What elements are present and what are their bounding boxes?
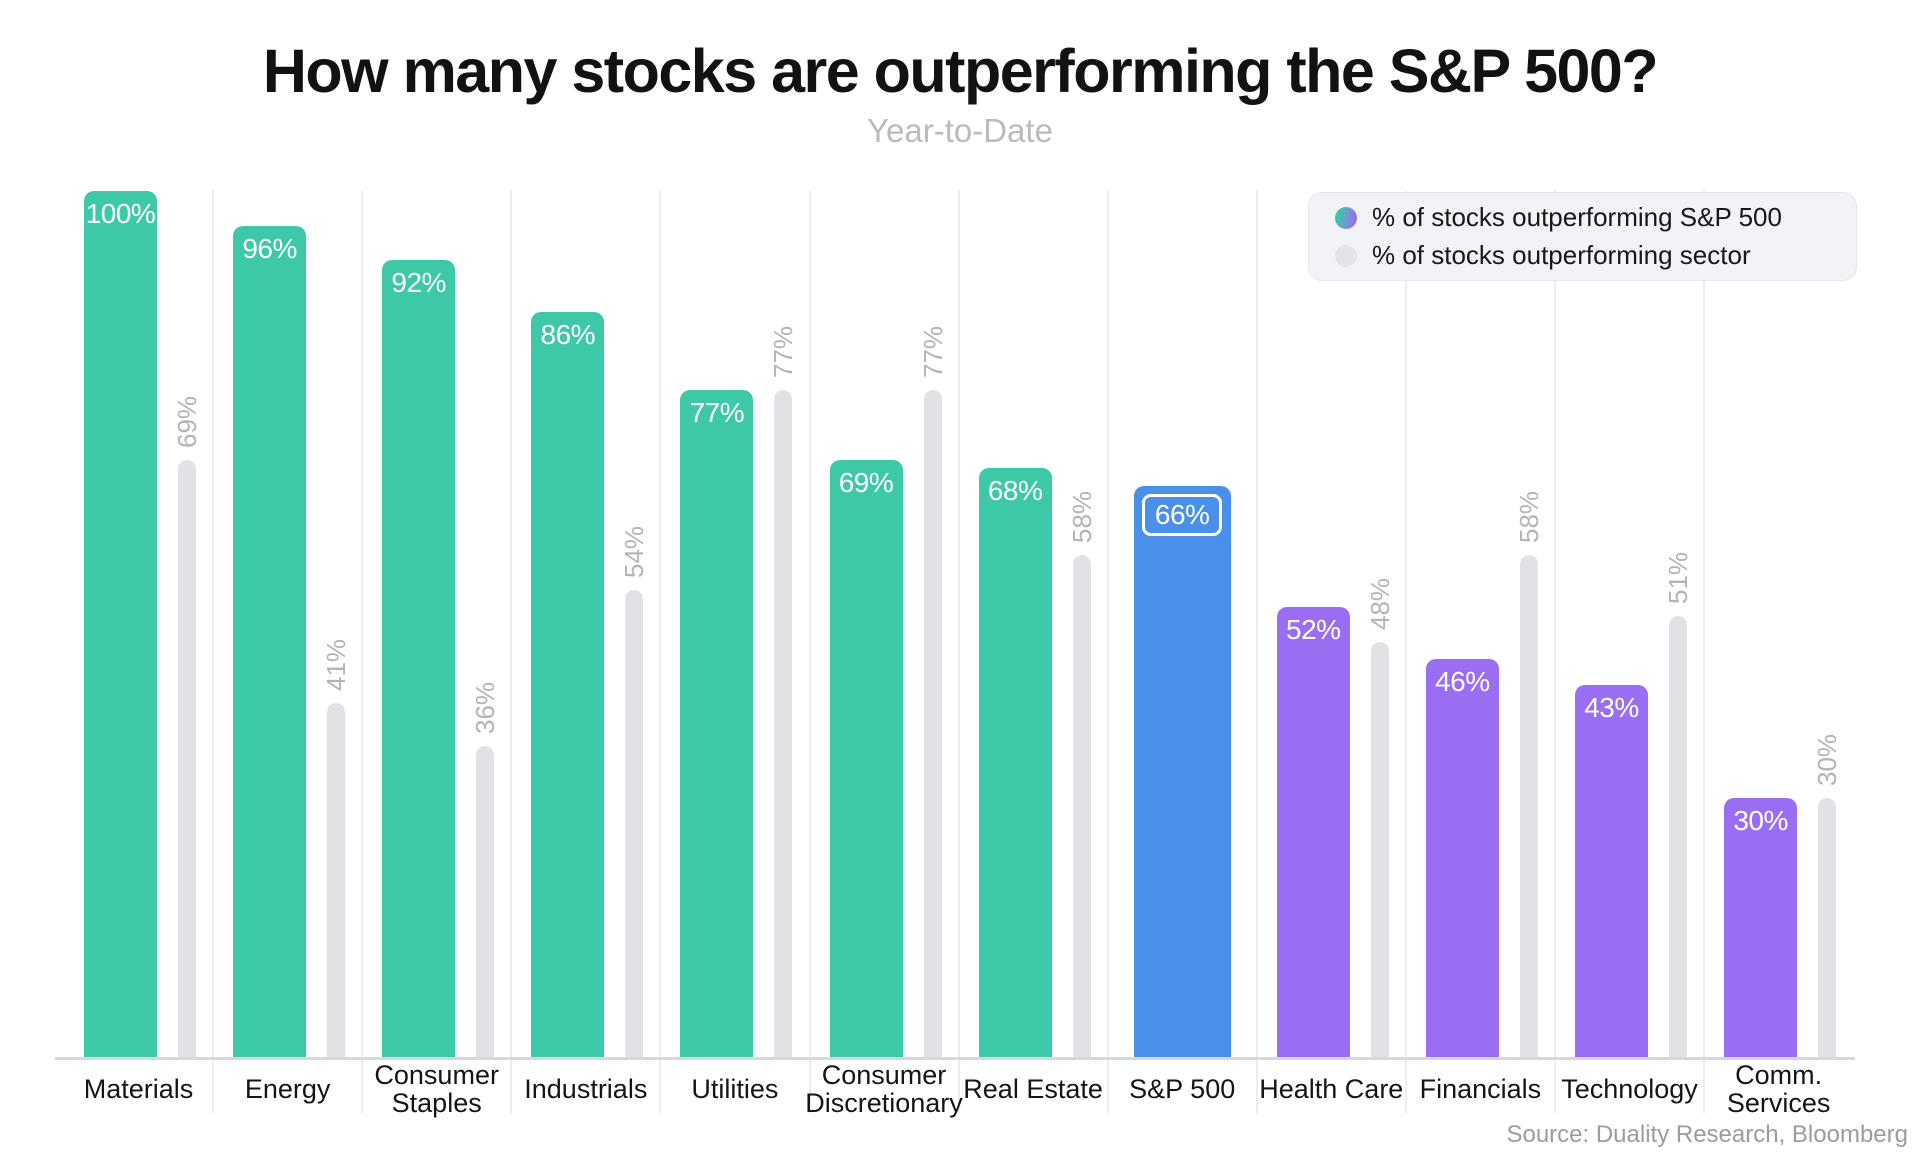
bar-energy-value-label: 96% bbox=[242, 233, 297, 264]
bar-comm-services-sector bbox=[1818, 798, 1837, 1058]
group-separator-line bbox=[1703, 190, 1706, 1113]
bar-comm-services-sector-label: 30% bbox=[1812, 733, 1843, 786]
bar-financials-sector-label: 58% bbox=[1513, 490, 1544, 543]
axis-label-financials: Financials bbox=[1419, 1073, 1542, 1104]
axis-label-materials: Materials bbox=[83, 1073, 194, 1104]
legend-label-outperform-sp500: % of stocks outperforming S&P 500 bbox=[1372, 202, 1782, 232]
bar-energy-sector-label: 41% bbox=[321, 638, 352, 691]
bar-consumer-discretionary-sector-label: 77% bbox=[917, 325, 948, 378]
bar-materials-main: 100% bbox=[84, 191, 157, 1058]
bar-financials-value-label: 46% bbox=[1435, 666, 1490, 697]
group-separator-line bbox=[808, 190, 811, 1113]
bar-consumer-staples-sector bbox=[476, 746, 495, 1058]
axis-label-s-p-500: S&P 500 bbox=[1129, 1073, 1236, 1104]
x-axis-baseline bbox=[55, 1057, 1855, 1060]
bar-industrials-sector bbox=[625, 590, 644, 1058]
group-separator-line bbox=[1404, 190, 1407, 1113]
bar-health-care-sector-label: 48% bbox=[1364, 577, 1395, 630]
bar-real-estate-sector-label: 58% bbox=[1066, 490, 1097, 543]
group-separator-line bbox=[1255, 190, 1258, 1113]
axis-label-industrials: Industrials bbox=[524, 1073, 648, 1104]
bar-utilities-main: 77% bbox=[680, 390, 754, 1058]
bar-health-care-value-label: 52% bbox=[1286, 614, 1341, 645]
bar-real-estate-main: 68% bbox=[978, 468, 1052, 1058]
bar-real-estate-sector bbox=[1072, 555, 1091, 1058]
bar-industrials-value-label: 86% bbox=[540, 319, 596, 350]
bar-consumer-discretionary-value-label: 69% bbox=[838, 467, 894, 498]
axis-label-consumer-staples: Consumer Staples bbox=[374, 1059, 499, 1118]
bar-technology-value-label: 43% bbox=[1584, 692, 1639, 723]
axis-label-comm-services: Comm. Services bbox=[1726, 1059, 1831, 1118]
bar-real-estate-value-label: 68% bbox=[987, 475, 1043, 506]
legend-row-outperform-sp500: % of stocks outperforming S&P 500 bbox=[1335, 202, 1856, 233]
bar-industrials-sector-label: 54% bbox=[619, 525, 650, 578]
axis-label-technology: Technology bbox=[1561, 1073, 1698, 1104]
group-separator-line bbox=[1554, 190, 1556, 1113]
bar-financials-main: 46% bbox=[1425, 659, 1499, 1058]
bar-technology-sector bbox=[1669, 616, 1687, 1058]
axis-label-health-care: Health Care bbox=[1259, 1073, 1404, 1104]
bar-energy-main: 96% bbox=[233, 226, 307, 1058]
group-separator-line bbox=[212, 190, 215, 1113]
bar-s-p-500-value-label: 66% bbox=[1141, 494, 1223, 536]
bar-utilities-sector bbox=[774, 390, 793, 1058]
source-note: Source: Duality Research, Bloomberg bbox=[1506, 1121, 1908, 1148]
page-title: How many stocks are outperforming the S&… bbox=[262, 37, 1659, 105]
group-separator-line bbox=[1106, 190, 1109, 1113]
legend-row-outperform-sector: % of stocks outperforming sector bbox=[1335, 240, 1856, 271]
bar-utilities-value-label: 77% bbox=[689, 397, 745, 428]
bar-energy-sector bbox=[327, 703, 346, 1058]
axis-label-real-estate: Real Estate bbox=[963, 1073, 1103, 1104]
legend-label-outperform-sector: % of stocks outperforming sector bbox=[1372, 240, 1751, 270]
legend-gradient-dot-icon bbox=[1335, 206, 1357, 229]
bar-materials-sector-label: 69% bbox=[172, 395, 202, 448]
group-separator-line bbox=[510, 190, 513, 1113]
bar-financials-sector bbox=[1519, 555, 1538, 1058]
axis-label-energy: Energy bbox=[244, 1073, 331, 1104]
group-separator-line bbox=[361, 190, 364, 1113]
legend-gray-dot-icon bbox=[1335, 244, 1357, 267]
bar-s-p-500-main: 66% bbox=[1133, 486, 1231, 1058]
axis-label-consumer-discretionary: Consumer Discretionary bbox=[805, 1059, 963, 1118]
axis-label-utilities: Utilities bbox=[691, 1073, 779, 1104]
group-separator-line bbox=[659, 190, 662, 1113]
bar-comm-services-main: 30% bbox=[1724, 798, 1798, 1058]
bar-health-care-main: 52% bbox=[1276, 607, 1350, 1058]
page-subtitle: Year-to-Date bbox=[867, 112, 1053, 149]
bar-consumer-discretionary-sector bbox=[923, 390, 942, 1058]
bar-comm-services-value-label: 30% bbox=[1733, 805, 1788, 836]
bar-consumer-staples-value-label: 92% bbox=[391, 267, 446, 298]
bar-technology-main: 43% bbox=[1575, 685, 1648, 1058]
bar-consumer-staples-sector-label: 36% bbox=[470, 681, 501, 734]
bar-technology-sector-label: 51% bbox=[1663, 551, 1693, 604]
bar-industrials-main: 86% bbox=[531, 312, 605, 1058]
group-separator-line bbox=[957, 190, 960, 1113]
bar-consumer-discretionary-main: 69% bbox=[829, 460, 903, 1058]
bar-materials-sector bbox=[178, 460, 196, 1058]
legend: % of stocks outperforming S&P 500 % of s… bbox=[1308, 192, 1857, 281]
bar-health-care-sector bbox=[1370, 642, 1389, 1058]
bar-utilities-sector-label: 77% bbox=[768, 325, 799, 378]
bar-materials-value-label: 100% bbox=[85, 198, 156, 229]
bar-consumer-staples-main: 92% bbox=[382, 260, 456, 1058]
